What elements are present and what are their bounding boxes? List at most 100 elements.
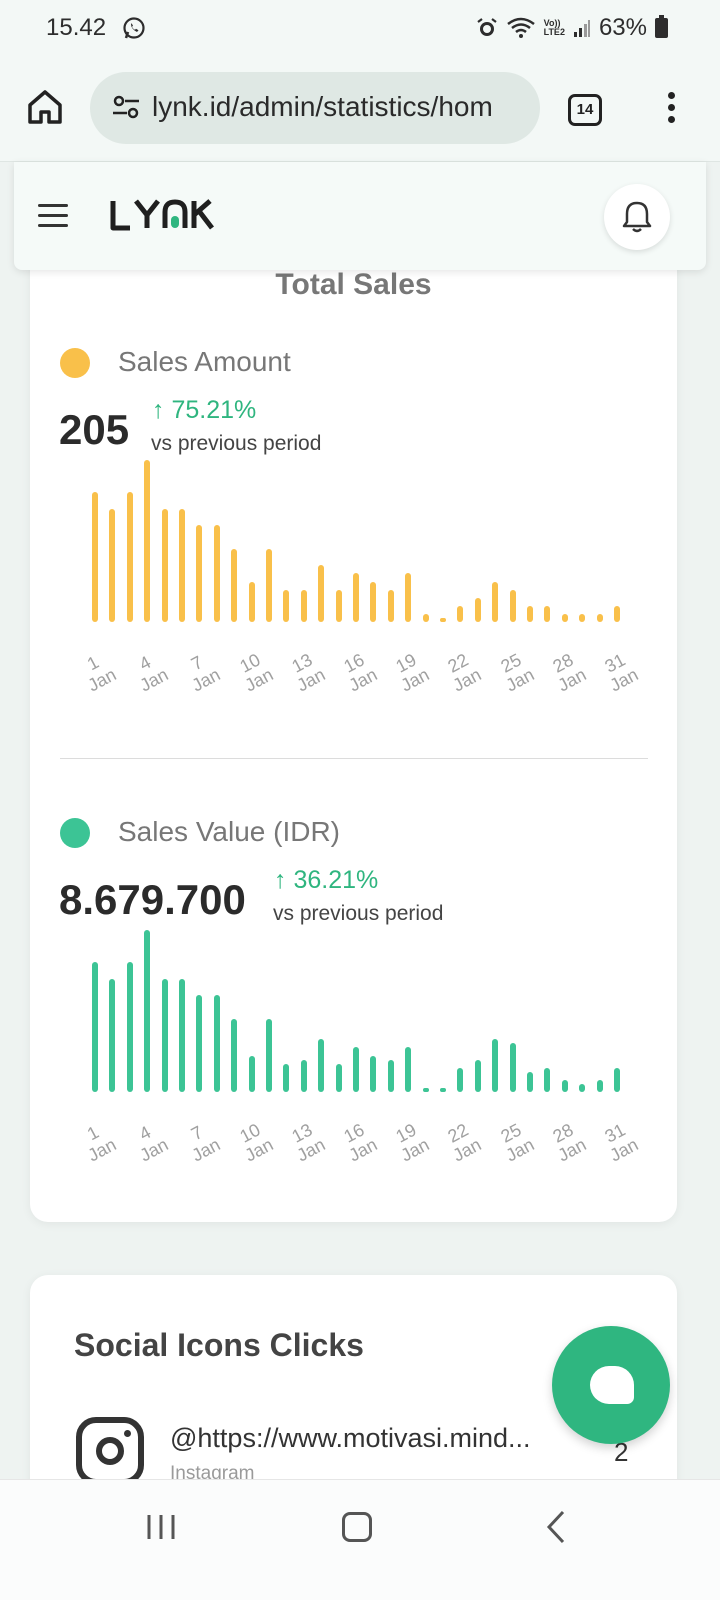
- chart-bar[interactable]: [179, 978, 185, 1092]
- social-card-title: Social Icons Clicks: [74, 1327, 364, 1363]
- chart-bar[interactable]: [231, 1019, 238, 1092]
- sales-amount-chart: 1 Jan 4 Jan 7 Jan 10 Jan 13 Jan 16 Jan 19 Jan 2…: [30, 450, 677, 700]
- chart-bar[interactable]: [353, 573, 359, 622]
- chart-bar[interactable]: [126, 962, 133, 1092]
- chart-bar[interactable]: [544, 1067, 551, 1092]
- wifi-icon: [506, 17, 536, 39]
- x-tick-label: 13 Jan: [288, 649, 329, 696]
- chart-bar[interactable]: [579, 613, 586, 622]
- x-tick-label: 22 Jan: [444, 1119, 485, 1166]
- chart-bar[interactable]: [213, 524, 220, 622]
- chart-bar[interactable]: [527, 1071, 533, 1092]
- chart-bar[interactable]: [335, 1063, 342, 1092]
- sales-value-dot: [60, 818, 90, 848]
- chart-bar[interactable]: [144, 930, 151, 1092]
- chart-bar[interactable]: [266, 549, 272, 622]
- chart-bar[interactable]: [248, 581, 255, 622]
- x-tick-label: 7 Jan: [188, 1121, 224, 1166]
- chart-bar[interactable]: [300, 589, 307, 622]
- sales-value-change-text: vs previous period: [273, 902, 444, 925]
- chart-bar[interactable]: [161, 508, 168, 622]
- url-text[interactable]: lynk.id/admin/statistics/hom: [152, 91, 493, 122]
- chart-bar[interactable]: [353, 1047, 359, 1092]
- chat-button[interactable]: [552, 1326, 670, 1444]
- chat-bubble-icon: [590, 1366, 634, 1404]
- chart-bar[interactable]: [596, 1079, 603, 1092]
- chart-bar[interactable]: [161, 978, 168, 1092]
- whatsapp-icon: [122, 16, 146, 45]
- chart-bar[interactable]: [440, 618, 446, 622]
- chart-bar[interactable]: [422, 613, 429, 622]
- chart-bar[interactable]: [579, 1083, 586, 1092]
- tab-switcher-button[interactable]: 14: [568, 94, 602, 126]
- menu-icon[interactable]: [38, 204, 68, 234]
- chart-bar[interactable]: [109, 508, 116, 622]
- chart-bar[interactable]: [596, 613, 603, 622]
- chart-bar[interactable]: [300, 1059, 307, 1092]
- site-settings-icon[interactable]: [112, 94, 140, 125]
- chart-bar[interactable]: [335, 589, 342, 622]
- chart-bar[interactable]: [213, 994, 220, 1092]
- chart-bar[interactable]: [109, 978, 116, 1092]
- x-tick-label: 31 Jan: [601, 1119, 642, 1166]
- chart-bar[interactable]: [283, 589, 290, 622]
- chart-bar[interactable]: [457, 605, 464, 622]
- social-handle[interactable]: @https://www.motivasi.mind...: [170, 1423, 531, 1453]
- alarm-icon: [476, 17, 498, 39]
- chart-bar[interactable]: [405, 573, 412, 622]
- card-title: Total Sales: [275, 268, 432, 301]
- back-button[interactable]: [546, 1510, 566, 1549]
- chart-bar[interactable]: [144, 460, 151, 622]
- chart-bar[interactable]: [492, 1039, 499, 1092]
- chart-bar[interactable]: [283, 1063, 290, 1092]
- instagram-icon: [76, 1417, 144, 1485]
- chart-bar[interactable]: [248, 1055, 255, 1092]
- chart-bar[interactable]: [440, 1088, 446, 1092]
- lynk-logo[interactable]: [110, 198, 230, 237]
- x-tick-label: 19 Jan: [392, 649, 433, 696]
- chart-bar[interactable]: [474, 597, 481, 622]
- divider: [60, 758, 648, 759]
- x-tick-label: 1 Jan: [83, 1121, 120, 1166]
- chart-bar[interactable]: [179, 508, 185, 622]
- chart-bar[interactable]: [196, 524, 203, 622]
- chart-bar[interactable]: [92, 962, 98, 1092]
- chart-bar[interactable]: [318, 565, 325, 622]
- signal-icon: [573, 18, 591, 38]
- chart-bar[interactable]: [126, 492, 133, 622]
- chart-bar[interactable]: [614, 605, 620, 622]
- recent-apps-button[interactable]: [146, 1513, 176, 1546]
- chart-bar[interactable]: [387, 589, 394, 622]
- chart-bar[interactable]: [266, 1019, 272, 1092]
- address-bar[interactable]: lynk.id/admin/statistics/hom: [90, 72, 540, 144]
- browser-home-button[interactable]: [26, 88, 64, 126]
- chart-bar[interactable]: [92, 492, 98, 622]
- sales-amount-change-text: vs previous period: [151, 432, 322, 455]
- chart-bar[interactable]: [196, 994, 203, 1092]
- chart-bar[interactable]: [492, 581, 499, 622]
- chart-bar[interactable]: [544, 605, 551, 622]
- chart-bar[interactable]: [509, 589, 516, 622]
- chart-bar[interactable]: [509, 1043, 516, 1092]
- chart-bar[interactable]: [405, 1047, 412, 1092]
- chart-bar[interactable]: [422, 1087, 429, 1092]
- chart-bar[interactable]: [457, 1067, 464, 1092]
- home-button[interactable]: [342, 1512, 372, 1542]
- browser-menu-icon[interactable]: [666, 92, 676, 126]
- chart-bar[interactable]: [561, 1079, 568, 1092]
- chart-bar[interactable]: [318, 1039, 325, 1092]
- chart-bar[interactable]: [561, 613, 568, 622]
- notification-bell-button[interactable]: [604, 184, 670, 250]
- chart-bar[interactable]: [231, 549, 238, 622]
- status-bar: 15.42 Vo)) LTE2 63%: [0, 0, 720, 58]
- sales-amount-label: Sales Amount: [118, 346, 291, 377]
- x-tick-label: 22 Jan: [444, 649, 485, 696]
- chart-bar[interactable]: [474, 1059, 481, 1092]
- chart-bar[interactable]: [527, 605, 533, 622]
- x-tick-label: 4 Jan: [136, 1121, 172, 1166]
- chart-bar[interactable]: [387, 1059, 394, 1092]
- sales-amount-dot: [60, 348, 90, 378]
- chart-bar[interactable]: [370, 581, 377, 622]
- chart-bar[interactable]: [614, 1067, 620, 1092]
- chart-bar[interactable]: [370, 1055, 377, 1092]
